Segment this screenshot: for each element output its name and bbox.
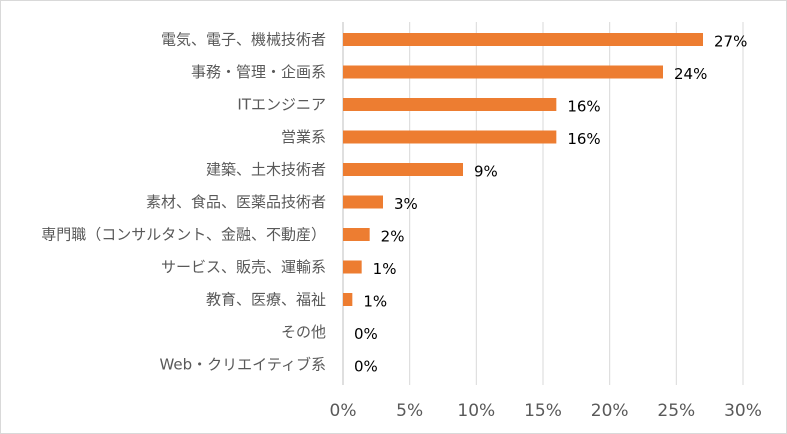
data-label: 3% <box>394 195 418 213</box>
bar <box>343 293 353 306</box>
bar <box>343 228 370 241</box>
category-label: その他 <box>281 323 326 341</box>
data-label: 16% <box>567 98 600 116</box>
x-tick-label: 30% <box>724 401 762 421</box>
value-labels: 27% 24% 16% 16% 9% 3% 2% 1% 1% 0% 0% <box>354 33 747 376</box>
category-label: 素材、食品、医薬品技術者 <box>146 193 326 211</box>
bar <box>343 195 383 209</box>
data-label: 2% <box>381 228 405 246</box>
x-tick-label: 10% <box>457 401 495 421</box>
category-label: 教育、医療、福祉 <box>206 291 326 309</box>
category-label: サービス、販売、運輸系 <box>161 258 326 276</box>
data-label: 0% <box>354 358 378 376</box>
data-label: 16% <box>567 130 600 148</box>
bars <box>343 33 703 306</box>
bar <box>343 163 463 176</box>
data-label: 9% <box>474 163 498 181</box>
gridlines <box>342 22 744 385</box>
data-label: 24% <box>674 65 707 83</box>
data-label: 1% <box>373 260 397 278</box>
x-axis-tick-labels: 0% 5% 10% 15% 20% 25% 30% <box>330 401 762 421</box>
category-label: 営業系 <box>281 128 326 146</box>
data-label: 27% <box>714 33 747 51</box>
data-label: 1% <box>363 293 387 311</box>
bar <box>343 260 362 274</box>
bar <box>343 130 557 144</box>
category-label: ITエンジニア <box>237 96 326 114</box>
x-tick-label: 0% <box>330 401 357 421</box>
category-label: Web・クリエイティブ系 <box>159 356 326 374</box>
x-tick-label: 25% <box>657 401 695 421</box>
x-tick-label: 5% <box>396 401 423 421</box>
x-tick-label: 15% <box>524 401 562 421</box>
category-label: 電気、電子、機械技術者 <box>161 31 326 49</box>
bar <box>343 65 663 79</box>
bar <box>343 98 557 111</box>
category-label: 建築、土木技術者 <box>206 161 326 179</box>
category-label: 専門職（コンサルタント、金融、不動産） <box>41 226 326 244</box>
bar <box>343 33 703 46</box>
data-label: 0% <box>354 325 378 343</box>
category-label: 事務・管理・企画系 <box>191 63 326 81</box>
x-tick-label: 20% <box>591 401 629 421</box>
